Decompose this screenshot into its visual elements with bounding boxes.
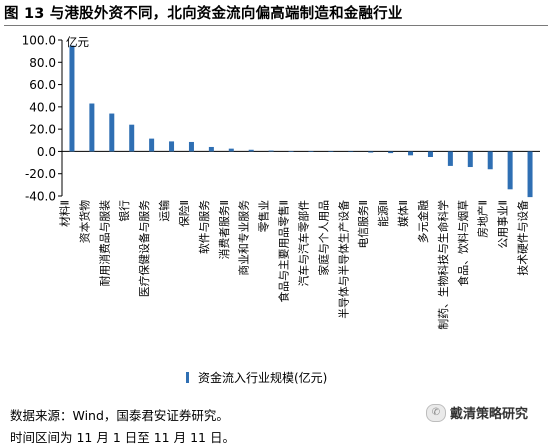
bar xyxy=(69,45,75,152)
bar xyxy=(188,141,194,152)
x-tick-label: 保险Ⅱ xyxy=(177,200,191,227)
y-axis: 100.0 80.0 60.0 40.0 20.0 0.0 -20.0 -40.0 xyxy=(22,34,540,204)
bar xyxy=(388,151,394,154)
watermark: ✆ 戴清策略研究 xyxy=(426,403,528,422)
legend-swatch xyxy=(186,372,189,383)
x-tick-label: 技术硬件与设备 xyxy=(516,200,530,276)
bar xyxy=(328,151,334,152)
data-source: 数据来源：Wind，国泰君安证券研究。 xyxy=(10,408,229,423)
x-tick-label: 医疗保健设备与服务 xyxy=(137,200,151,297)
unit-label: 亿元 xyxy=(66,35,89,49)
bar xyxy=(408,151,414,156)
watermark-text: 戴清策略研究 xyxy=(450,407,529,422)
x-tick-label: 零售业 xyxy=(257,200,271,233)
bar xyxy=(368,151,374,153)
y-tick-label: 40.0 xyxy=(29,100,56,114)
x-tick-label: 电信服务Ⅱ xyxy=(357,200,370,249)
time-range-note: 时间区间为 11 月 1 日至 11 月 11 日。 xyxy=(10,430,235,445)
y-tick-label: 20.0 xyxy=(29,123,56,137)
y-tick-label: -40.0 xyxy=(25,190,56,204)
x-tick-label: 材料Ⅱ xyxy=(57,200,71,227)
bar xyxy=(248,149,254,152)
bars xyxy=(69,45,533,198)
bar xyxy=(208,146,214,152)
bar xyxy=(308,151,314,152)
x-tick-label: 食品与主要用品零售Ⅱ xyxy=(277,200,291,303)
bar xyxy=(487,151,493,170)
wechat-icon: ✆ xyxy=(426,403,446,422)
x-tick-label: 房地产Ⅱ xyxy=(476,200,490,238)
bar xyxy=(467,151,473,168)
x-tick-label: 资本货物 xyxy=(77,200,91,243)
bar xyxy=(109,113,115,152)
x-tick-label: 制药、生物科技与生命科学 xyxy=(436,200,450,330)
x-tick-label: 能源Ⅱ xyxy=(376,200,390,227)
x-tick-label: 银行 xyxy=(117,200,131,222)
bar xyxy=(427,151,433,157)
y-tick-label: -20.0 xyxy=(25,167,56,181)
y-tick-label: 100.0 xyxy=(22,34,56,48)
x-tick-label: 运输 xyxy=(157,200,171,222)
y-tick-label: 80.0 xyxy=(29,56,56,70)
bar xyxy=(527,151,533,198)
x-tick-label: 商业和专业服务 xyxy=(237,200,251,276)
legend: 资金流入行业规模(亿元) xyxy=(186,369,327,386)
figure-title: 图 13 与港股外资不同，北向资金流向偏高端制造和金融行业 xyxy=(4,6,403,22)
bar xyxy=(129,124,135,152)
x-tick-label: 消费者服务Ⅱ xyxy=(217,200,231,259)
x-tick-label: 半导体与半导体生产设备 xyxy=(336,200,350,319)
bar xyxy=(149,138,155,152)
bar-chart: 100.0 80.0 60.0 40.0 20.0 0.0 -20.0 -40.0 材料Ⅱ 资本… xyxy=(22,34,540,330)
x-tick-label: 多元金融 xyxy=(416,200,430,243)
title-divider xyxy=(4,25,548,26)
x-tick-label: 汽车与汽车零部件 xyxy=(296,200,310,287)
bar xyxy=(288,151,294,152)
y-tick-label: 60.0 xyxy=(29,78,56,92)
x-tick-label: 食品、饮料与烟草 xyxy=(456,200,470,287)
x-tick-label: 耐用消费品与服装 xyxy=(97,200,111,287)
bar xyxy=(447,151,453,166)
bar xyxy=(507,151,513,190)
bar xyxy=(268,150,274,152)
x-tick-label: 家庭与个人用品 xyxy=(316,200,330,276)
bar xyxy=(228,148,234,152)
x-axis-labels: 材料Ⅱ 资本货物 耐用消费品与服装 银行 医疗保健设备与服务 运输 保险Ⅱ 软件与服务 消费者服… xyxy=(57,200,529,330)
legend-label: 资金流入行业规模(亿元) xyxy=(198,371,328,385)
y-tick-label: 0.0 xyxy=(37,145,56,159)
x-tick-label: 软件与服务 xyxy=(197,200,211,254)
x-tick-label: 公用事业Ⅱ xyxy=(497,200,510,249)
x-tick-label: 媒体Ⅱ xyxy=(396,200,410,227)
bar xyxy=(348,151,354,153)
bar xyxy=(169,141,175,152)
bar xyxy=(89,103,95,152)
